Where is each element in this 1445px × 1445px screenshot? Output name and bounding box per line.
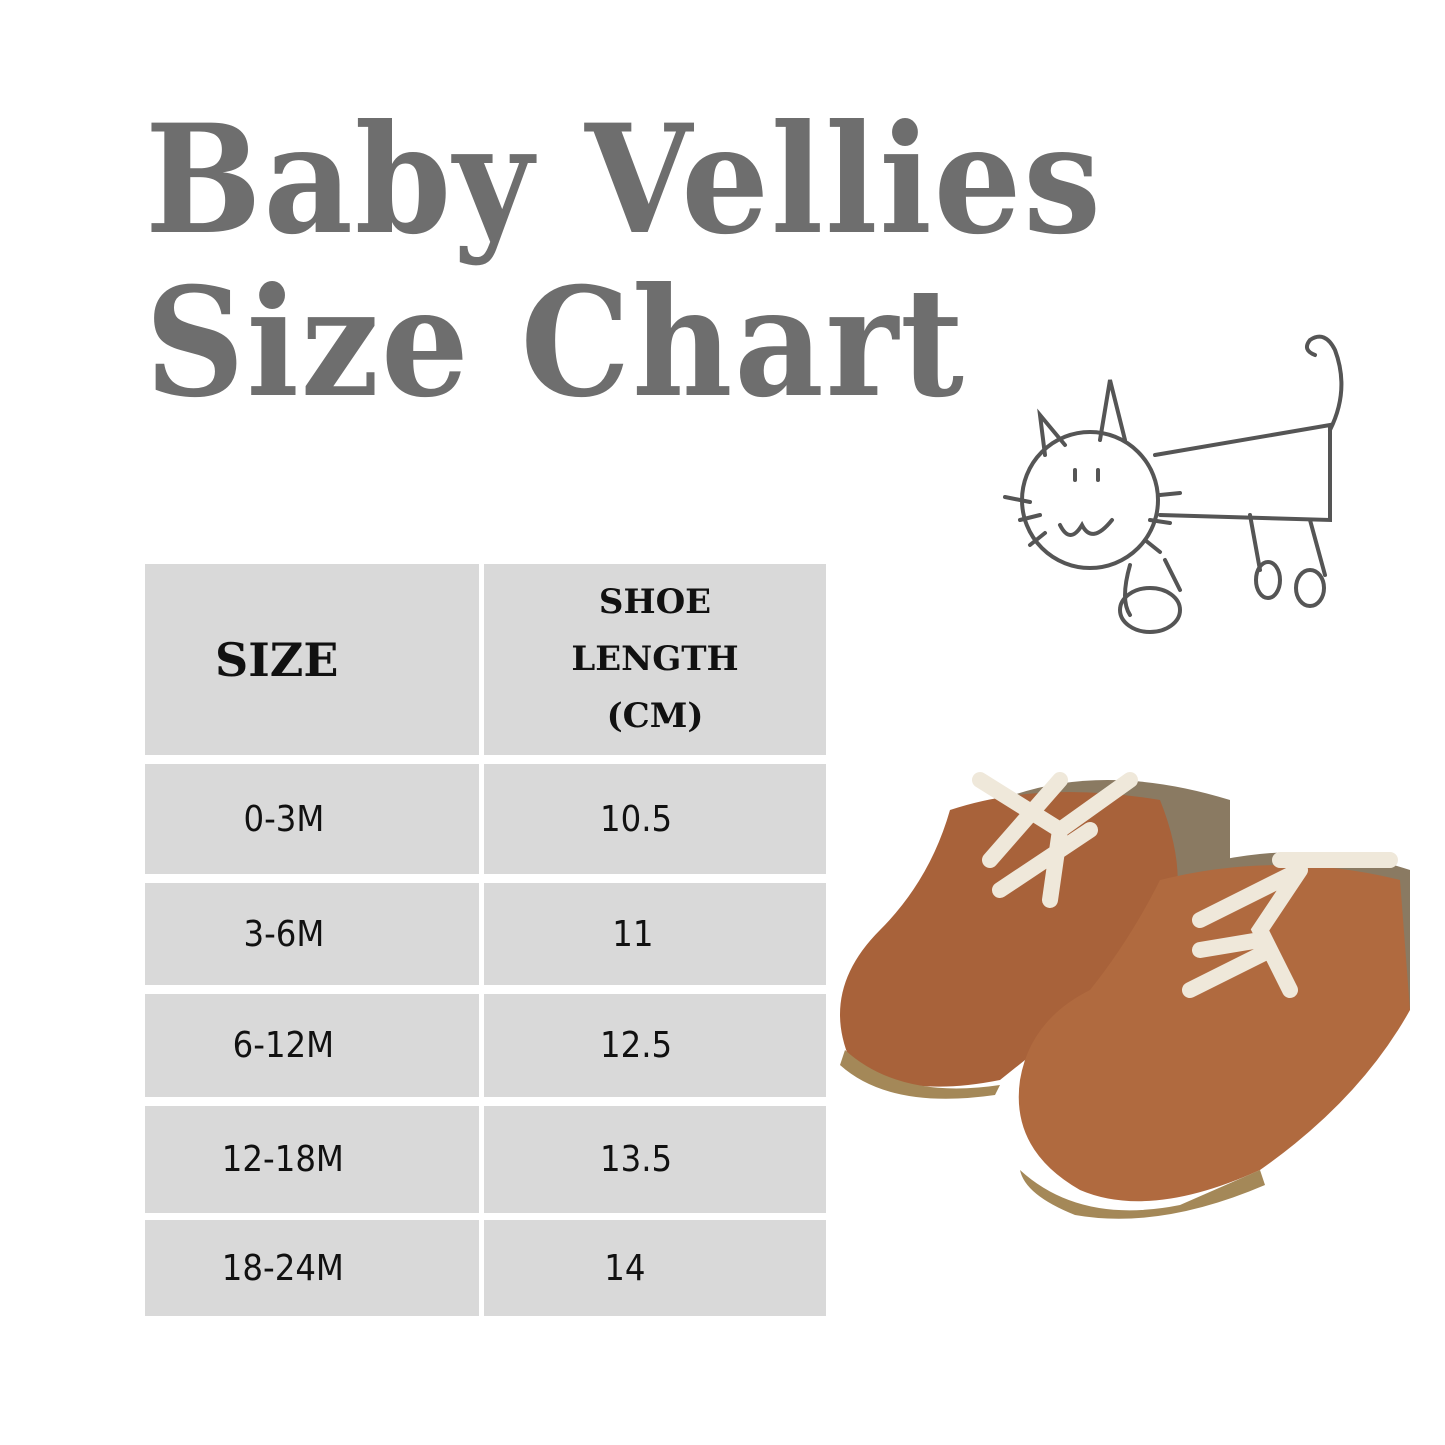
size-cell: 18-24M [145, 1220, 479, 1316]
length-value: 13.5 [600, 1139, 673, 1180]
size-value: 18-24M [221, 1247, 344, 1289]
baby-shoes-photo [840, 772, 1410, 1219]
length-value: 11 [612, 913, 654, 955]
size-cell: 0-3M [145, 764, 479, 874]
title-line-2: Size Chart [145, 255, 966, 431]
header-size-label: SIZE [215, 632, 339, 687]
header-length-line3: (CM) [606, 696, 704, 736]
cat-doodle-icon [1003, 334, 1344, 634]
size-cell: 6-12M [145, 994, 479, 1097]
header-size: SIZE [145, 564, 479, 755]
size-cell: 3-6M [145, 883, 479, 985]
length-cell: 13.5 [484, 1106, 826, 1213]
size-value: 0-3M [243, 798, 325, 840]
length-value: 14 [604, 1247, 646, 1289]
size-value: 3-6M [243, 913, 325, 955]
header-shoe-length: SHOE LENGTH (CM) [484, 564, 826, 755]
size-value: 12-18M [221, 1139, 344, 1180]
title-line-1: Baby Vellies [145, 92, 1103, 268]
size-value: 6-12M [232, 1025, 335, 1066]
length-cell: 10.5 [484, 764, 826, 874]
length-cell: 11 [484, 883, 826, 985]
length-value: 10.5 [600, 798, 673, 840]
length-cell: 14 [484, 1220, 826, 1316]
header-length-line2: LENGTH [571, 639, 739, 679]
length-value: 12.5 [600, 1025, 673, 1066]
header-length-line1: SHOE [598, 582, 712, 622]
size-cell: 12-18M [145, 1106, 479, 1213]
row-divider [170, 1214, 802, 1219]
length-cell: 12.5 [484, 994, 826, 1097]
